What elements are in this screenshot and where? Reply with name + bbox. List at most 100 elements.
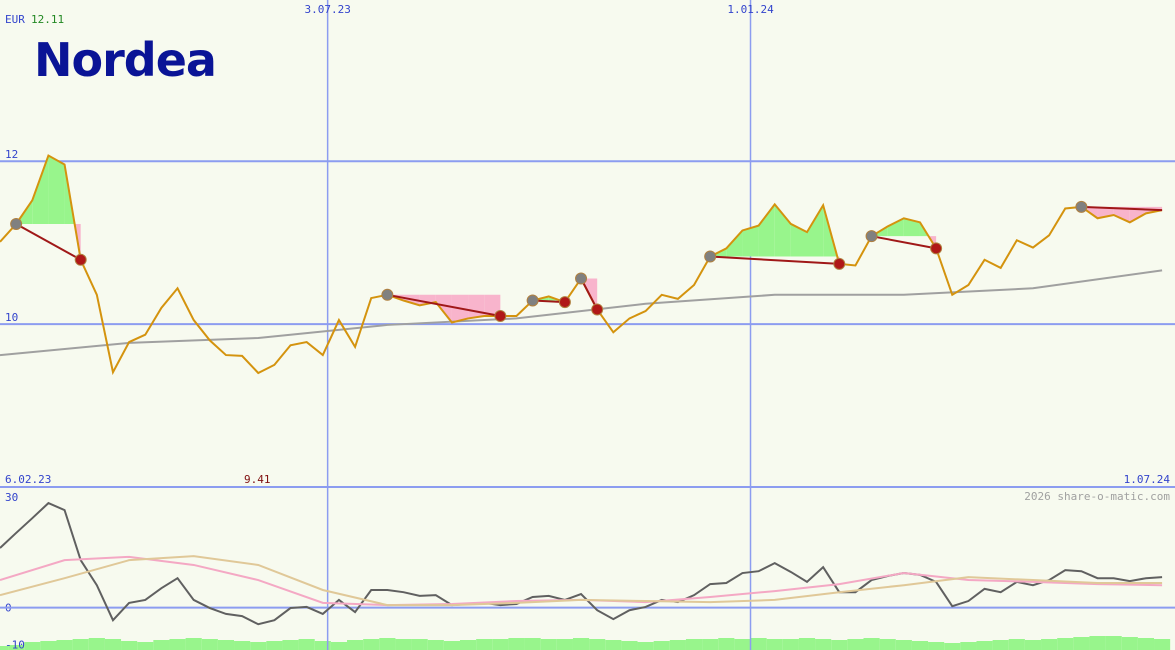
volume-bar (1057, 638, 1074, 650)
trade-close (74, 253, 87, 266)
volume-bar (750, 638, 767, 650)
volume-bar (72, 639, 89, 650)
watermark: 2026 share-o-matic.com (1024, 490, 1170, 503)
volume-bar (621, 641, 638, 650)
loss-area (1113, 206, 1130, 223)
volume-bar (104, 639, 122, 650)
volume-bar (121, 641, 138, 650)
volume-bar (8, 645, 25, 650)
gain-area (807, 205, 824, 257)
volume-bar (395, 639, 412, 650)
trade-open (1075, 200, 1088, 213)
volume-bar (589, 639, 606, 650)
trade-link (871, 235, 937, 250)
volume-bar (379, 638, 396, 650)
gain-area (887, 218, 904, 237)
volume-bar (1154, 639, 1171, 650)
volume-bar (847, 639, 864, 650)
volume-bar (508, 638, 525, 650)
loss-area (435, 294, 452, 323)
x-tick-label: 1.01.24 (727, 3, 774, 16)
gain-area (774, 204, 791, 257)
volume-bar (314, 641, 331, 650)
currency: EUR (5, 13, 25, 26)
end-date: 1.07.24 (1124, 473, 1171, 486)
volume-bar (831, 640, 848, 650)
volume-bar (798, 638, 816, 650)
volume-bar (685, 639, 703, 650)
trade-link (15, 223, 82, 261)
volume-bar (56, 640, 73, 650)
volume-bar (1024, 640, 1042, 650)
volume-bar (137, 642, 154, 650)
volume-bar (476, 639, 493, 650)
volume-bar (282, 640, 299, 650)
loss-area (484, 294, 501, 316)
volume-bar (330, 642, 348, 650)
volume-bar (782, 639, 799, 650)
volume-bar (637, 642, 654, 650)
gain-area (790, 223, 808, 257)
start-date: 6.02.23 (5, 473, 51, 486)
last-price: 12.11 (31, 13, 64, 26)
volume-bar (492, 639, 509, 650)
trade-open (704, 250, 717, 263)
volume-bar (0, 646, 9, 650)
logo: Nordea (34, 33, 216, 87)
volume-bar (556, 639, 573, 650)
volume-bar (524, 638, 541, 650)
trade-close (494, 309, 507, 322)
volume-bar (540, 639, 557, 650)
trade-open (381, 288, 394, 301)
y-tick-label: 12 (5, 148, 18, 161)
volume-bar (895, 640, 912, 650)
volume-bar (24, 642, 41, 650)
volume-bar (40, 641, 57, 650)
volume-bar (1121, 637, 1138, 650)
volume-bar (572, 638, 590, 650)
volume-bar (1073, 637, 1090, 650)
volume-bar (734, 639, 751, 650)
volume-bar (250, 642, 267, 650)
volume-bar (960, 642, 977, 650)
trade-close (930, 242, 943, 255)
trade-close (833, 257, 846, 270)
volume-bar (459, 640, 477, 650)
volume-bar (653, 641, 670, 650)
x-tick-label: 3.07.23 (304, 3, 350, 16)
series-line (0, 555, 1163, 607)
gain-area (903, 218, 920, 237)
volume-bar (863, 638, 880, 650)
volume-bar (266, 641, 283, 650)
y-tick-label: 10 (5, 311, 18, 324)
low-label: 9.41 (244, 473, 271, 486)
trade-close (591, 303, 604, 316)
trade-open (10, 217, 23, 230)
trade-open (865, 230, 878, 243)
volume-bar (443, 641, 460, 650)
y-tick-label: 30 (5, 491, 18, 504)
volume-bar (1041, 639, 1058, 650)
gain-area (32, 155, 49, 224)
gain-area (726, 230, 743, 257)
volume-bar (169, 639, 186, 650)
volume-bar (201, 639, 218, 650)
trade-link (1081, 205, 1163, 212)
volume-bar (347, 640, 364, 650)
trade-link (710, 255, 840, 265)
volume-bar (1089, 636, 1106, 650)
volume-bar (766, 639, 783, 650)
y-tick-label: -10 (5, 638, 25, 650)
moving-average (0, 269, 1163, 357)
series-line (0, 501, 1163, 626)
volume-bar (815, 639, 832, 650)
volume-bar (879, 639, 896, 650)
loss-area (1129, 206, 1146, 223)
gain-area (48, 155, 65, 224)
volume-bar (702, 639, 719, 650)
volume-bar (234, 641, 251, 650)
volume-bar (1137, 638, 1155, 650)
volume-bar (605, 640, 622, 650)
